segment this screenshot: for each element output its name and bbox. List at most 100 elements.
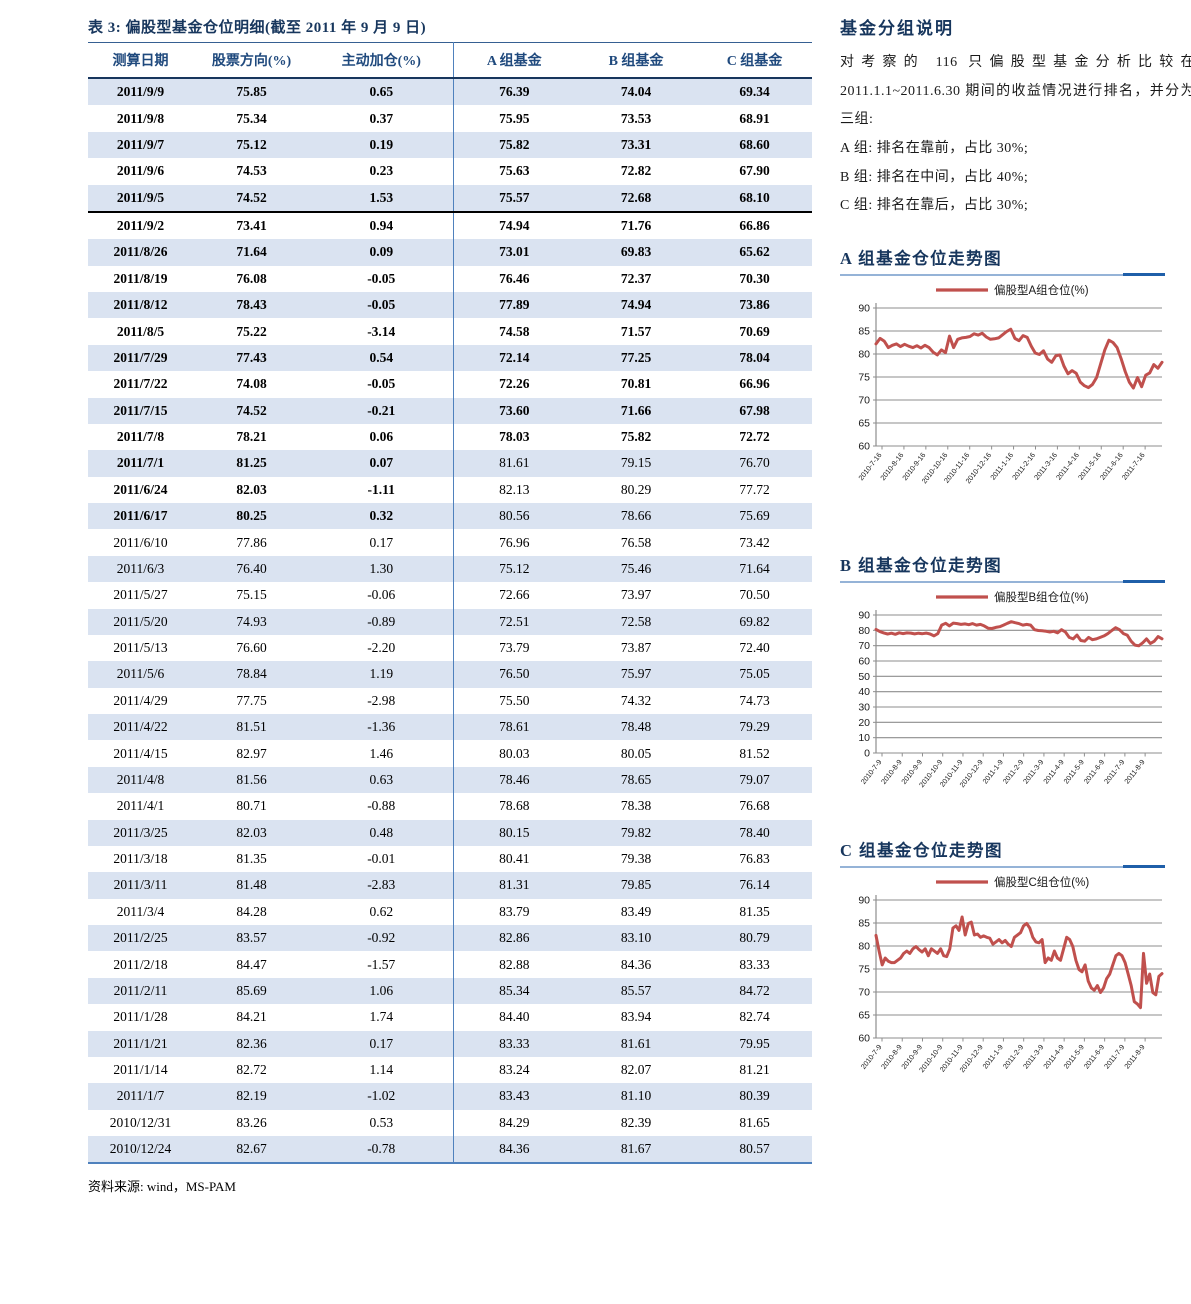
cell-value: 80.15 (452, 819, 575, 846)
cell-value: 81.10 (575, 1083, 697, 1110)
cell-value: 76.60 (236, 640, 267, 656)
col-header-group-b: B 组基金 (575, 42, 697, 79)
svg-text:30: 30 (858, 702, 870, 714)
cell-date: 2011/1/7 (88, 1083, 193, 1110)
cell-value: 74.52 (193, 184, 310, 213)
cell-value: 82.07 (620, 1062, 652, 1078)
cell-value: 0.07 (310, 450, 453, 477)
cell-value: 81.51 (193, 714, 310, 741)
cell-value: 1.74 (369, 1009, 394, 1025)
cell-value: 68.10 (697, 184, 812, 213)
cell-value: 73.31 (575, 131, 697, 159)
fund-position-table-section: 表 3: 偏股型基金仓位明细(截至 2011 年 9 月 9 日) 测算日期 股… (88, 14, 814, 1195)
cell-value: 74.08 (236, 376, 267, 392)
cell-value: 81.35 (236, 851, 267, 867)
cell-date: 2011/4/29 (113, 692, 168, 708)
cell-date: 2011/3/4 (116, 903, 165, 919)
table-row: 2011/5/20 74.93 -0.89 72.51 72.58 69.82 (88, 608, 812, 635)
table-row: 2011/5/6 78.84 1.19 76.50 75.97 75.05 (88, 661, 812, 688)
cell-value: 0.19 (310, 131, 453, 159)
cell-date: 2011/8/19 (113, 270, 168, 286)
cell-value: 77.75 (236, 692, 267, 708)
svg-text:40: 40 (858, 686, 870, 698)
cell-value: 75.63 (452, 158, 575, 185)
cell-value: 68.91 (739, 110, 770, 126)
svg-text:2011-8-9: 2011-8-9 (1122, 1043, 1146, 1071)
cell-value: 75.57 (452, 184, 575, 213)
cell-value: 75.46 (575, 555, 697, 583)
cell-value: 74.94 (575, 292, 697, 319)
cell-value: 78.48 (575, 714, 697, 741)
cell-value: 84.29 (452, 1109, 575, 1136)
cell-date: 2011/3/25 (88, 819, 193, 846)
cell-value: 78.40 (697, 819, 812, 846)
svg-text:60: 60 (858, 1033, 870, 1045)
cell-value: -3.14 (367, 323, 396, 339)
table-row: 2011/3/11 81.48 -2.83 81.31 79.85 76.14 (88, 872, 812, 899)
cell-value: 85.57 (575, 977, 697, 1005)
table-row: 2011/1/14 82.72 1.14 83.24 82.07 81.21 (88, 1056, 812, 1084)
legend-label: 偏股型C组仓位(%) (994, 875, 1089, 889)
data-source-note: 资料来源: wind，MS-PAM (88, 1164, 814, 1195)
cell-value: 77.43 (193, 344, 310, 372)
sidebar: 基金分组说明 对考察的 116 只偏股型基金分析比较在 2011.1.1~201… (840, 14, 1191, 1195)
cell-value: 83.10 (575, 925, 697, 952)
table-row: 2011/5/27 75.15 -0.06 72.66 73.97 70.50 (88, 582, 812, 609)
cell-value: 80.05 (620, 745, 652, 761)
cell-value: 77.86 (236, 534, 267, 550)
cell-value: 82.19 (193, 1083, 310, 1110)
cell-value: 84.47 (236, 956, 267, 972)
legend-label: 偏股型A组仓位(%) (994, 283, 1089, 297)
cell-value: 0.23 (369, 163, 394, 179)
cell-value: 81.21 (739, 1062, 770, 1078)
cell-value: 0.63 (310, 766, 453, 794)
cell-value: -0.05 (310, 292, 453, 319)
cell-value: -2.20 (367, 640, 396, 656)
svg-text:90: 90 (858, 895, 870, 907)
fund-position-table: 测算日期 股票方向(%) 主动加仓(%) A 组基金 B 组基金 C 组基金 2… (88, 42, 812, 1165)
cell-date: 2011/9/6 (116, 163, 165, 179)
cell-value: 83.33 (739, 956, 770, 972)
cell-value: 82.72 (236, 1062, 267, 1078)
cell-date: 2011/9/2 (116, 218, 165, 234)
cell-value: 82.36 (193, 1030, 310, 1057)
cell-value: 73.86 (697, 292, 812, 319)
legend-label: 偏股型B组仓位(%) (994, 590, 1089, 604)
cell-date: 2011/7/29 (88, 344, 193, 372)
cell-date: 2011/2/18 (113, 956, 168, 972)
cell-value: 0.54 (310, 344, 453, 372)
svg-text:60: 60 (858, 441, 870, 453)
svg-text:85: 85 (858, 326, 870, 338)
table-row: 2011/9/7 75.12 0.19 75.82 73.31 68.60 (88, 131, 812, 159)
cell-value: 79.38 (620, 851, 652, 867)
cell-value: 0.17 (369, 534, 394, 550)
cell-date: 2011/7/1 (88, 450, 193, 477)
cell-value: 78.46 (452, 766, 575, 794)
cell-value: 82.13 (452, 476, 575, 503)
svg-text:80: 80 (858, 625, 870, 637)
table-row: 2011/4/1 80.71 -0.88 78.68 78.38 76.68 (88, 793, 812, 820)
cell-value: 79.07 (697, 766, 812, 794)
svg-text:90: 90 (858, 610, 870, 622)
cell-date: 2011/7/15 (88, 397, 193, 424)
cell-value: 75.22 (236, 323, 267, 339)
cell-value: 78.43 (193, 292, 310, 319)
cell-value: 69.34 (697, 78, 812, 106)
chart-b-title: B 组基金仓位走势图 (840, 556, 1003, 576)
cell-date: 2011/7/22 (113, 376, 168, 392)
cell-value: 82.03 (236, 481, 267, 497)
cell-value: 74.58 (452, 318, 575, 345)
svg-text:60: 60 (858, 656, 870, 668)
cell-value: 72.26 (452, 371, 575, 398)
cell-date: 2011/2/25 (88, 925, 193, 952)
svg-text:2011-8-9: 2011-8-9 (1122, 758, 1146, 786)
cell-date: 2011/1/21 (88, 1030, 193, 1057)
cell-value: -1.57 (367, 956, 396, 972)
cell-value: 76.68 (739, 798, 770, 814)
col-header-date: 测算日期 (88, 42, 193, 79)
source-value: wind，MS-PAM (146, 1179, 236, 1195)
cell-value: 76.40 (193, 555, 310, 583)
svg-text:85: 85 (858, 918, 870, 930)
cell-value: 75.05 (697, 661, 812, 688)
table-row: 2011/7/8 78.21 0.06 78.03 75.82 72.72 (88, 423, 812, 451)
